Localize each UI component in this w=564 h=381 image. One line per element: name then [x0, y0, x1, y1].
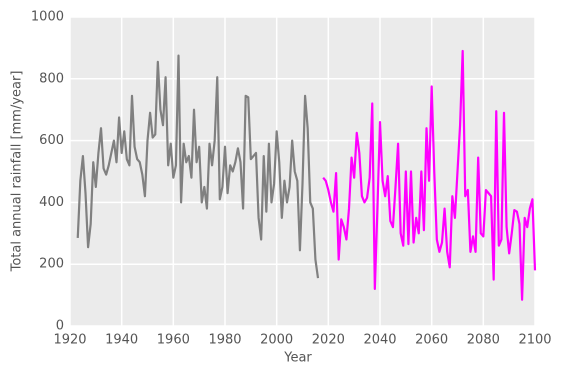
x-tick-label: 2040	[363, 333, 396, 348]
y-tick-label: 0	[56, 319, 64, 334]
x-tick-label: 2080	[467, 333, 500, 348]
x-tick-label: 1980	[208, 333, 241, 348]
y-tick-label: 600	[39, 133, 64, 148]
series-line	[322, 49, 537, 301]
x-tick-label: 1920	[53, 333, 86, 348]
x-tick-label: 2060	[415, 333, 448, 348]
y-tick-label: 1000	[31, 10, 64, 25]
x-tick-label: 2000	[260, 333, 293, 348]
x-tick-label: 2020	[312, 333, 345, 348]
series-line	[76, 54, 320, 279]
y-tick-label: 800	[39, 71, 64, 86]
y-tick-label: 200	[39, 257, 64, 272]
y-axis-label: Total annual rainfall [mm/year]	[10, 71, 25, 273]
x-tick-label: 2100	[518, 333, 551, 348]
x-tick-label: 1940	[105, 333, 138, 348]
x-tick-label: 1960	[157, 333, 190, 348]
x-axis-label: Year	[283, 351, 312, 366]
y-tick-label: 400	[39, 195, 64, 210]
